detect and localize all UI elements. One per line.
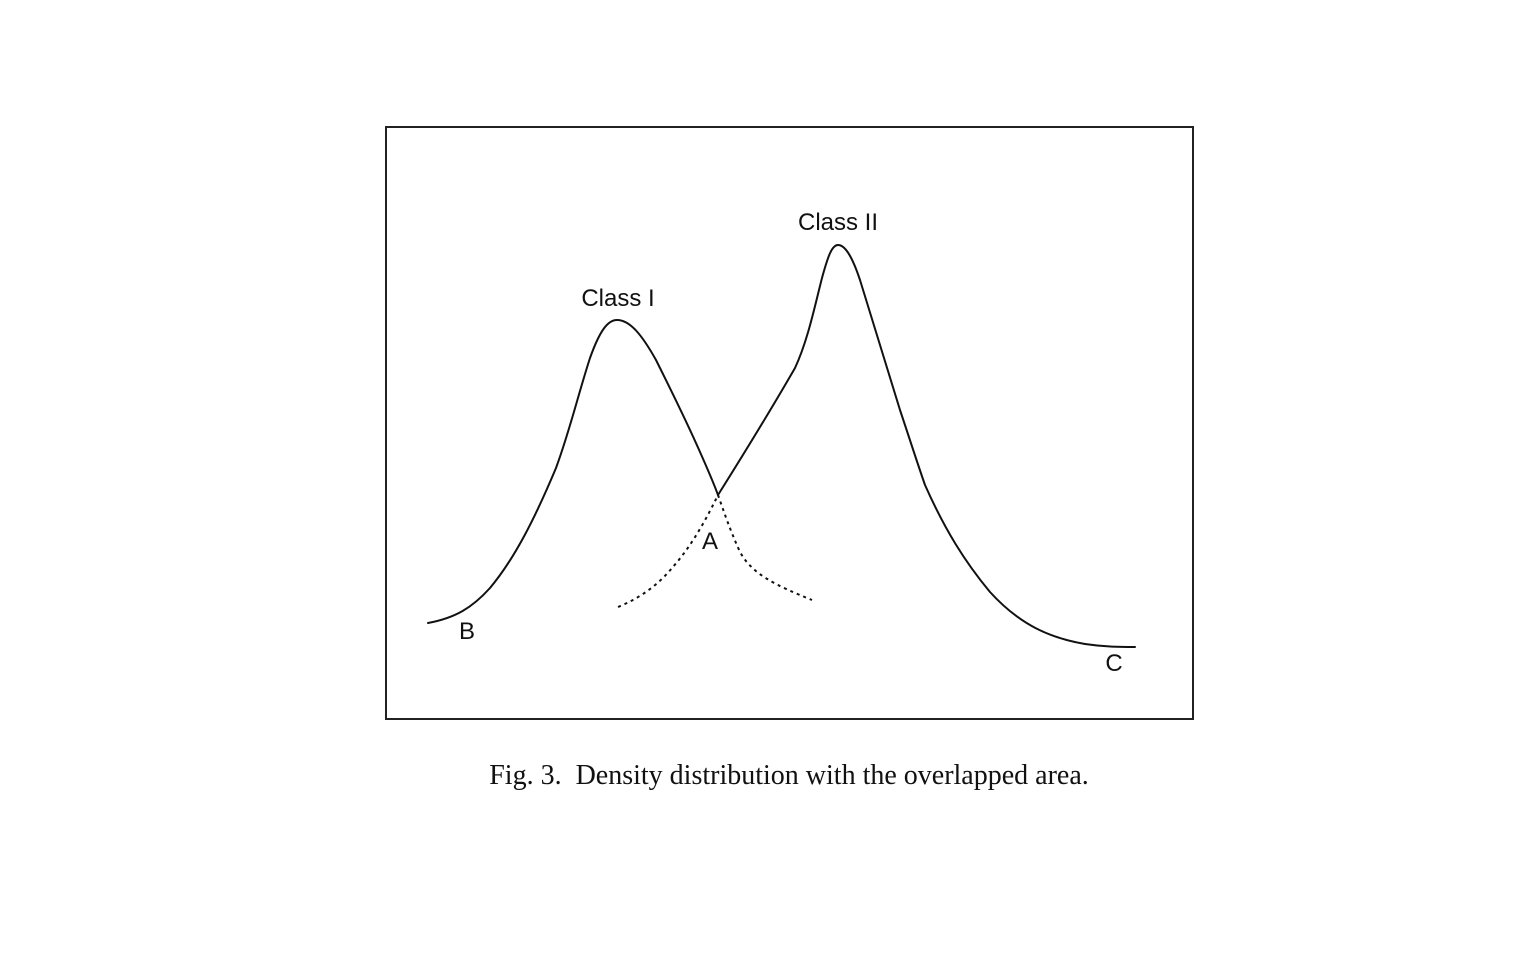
class-one-tail-dashed — [717, 494, 813, 601]
label-class-one: Class I — [581, 285, 654, 312]
class-two-curve — [717, 244, 1136, 648]
class-one-curve — [427, 319, 719, 624]
figure-caption: Fig. 3. Density distribution with the ov… — [489, 760, 1089, 791]
class-two-tail-dashed — [617, 494, 719, 608]
label-point-a: A — [702, 528, 718, 555]
label-point-b: B — [459, 618, 475, 645]
label-class-two: Class II — [798, 209, 878, 236]
figure-frame — [385, 126, 1194, 720]
label-point-c: C — [1105, 650, 1122, 677]
